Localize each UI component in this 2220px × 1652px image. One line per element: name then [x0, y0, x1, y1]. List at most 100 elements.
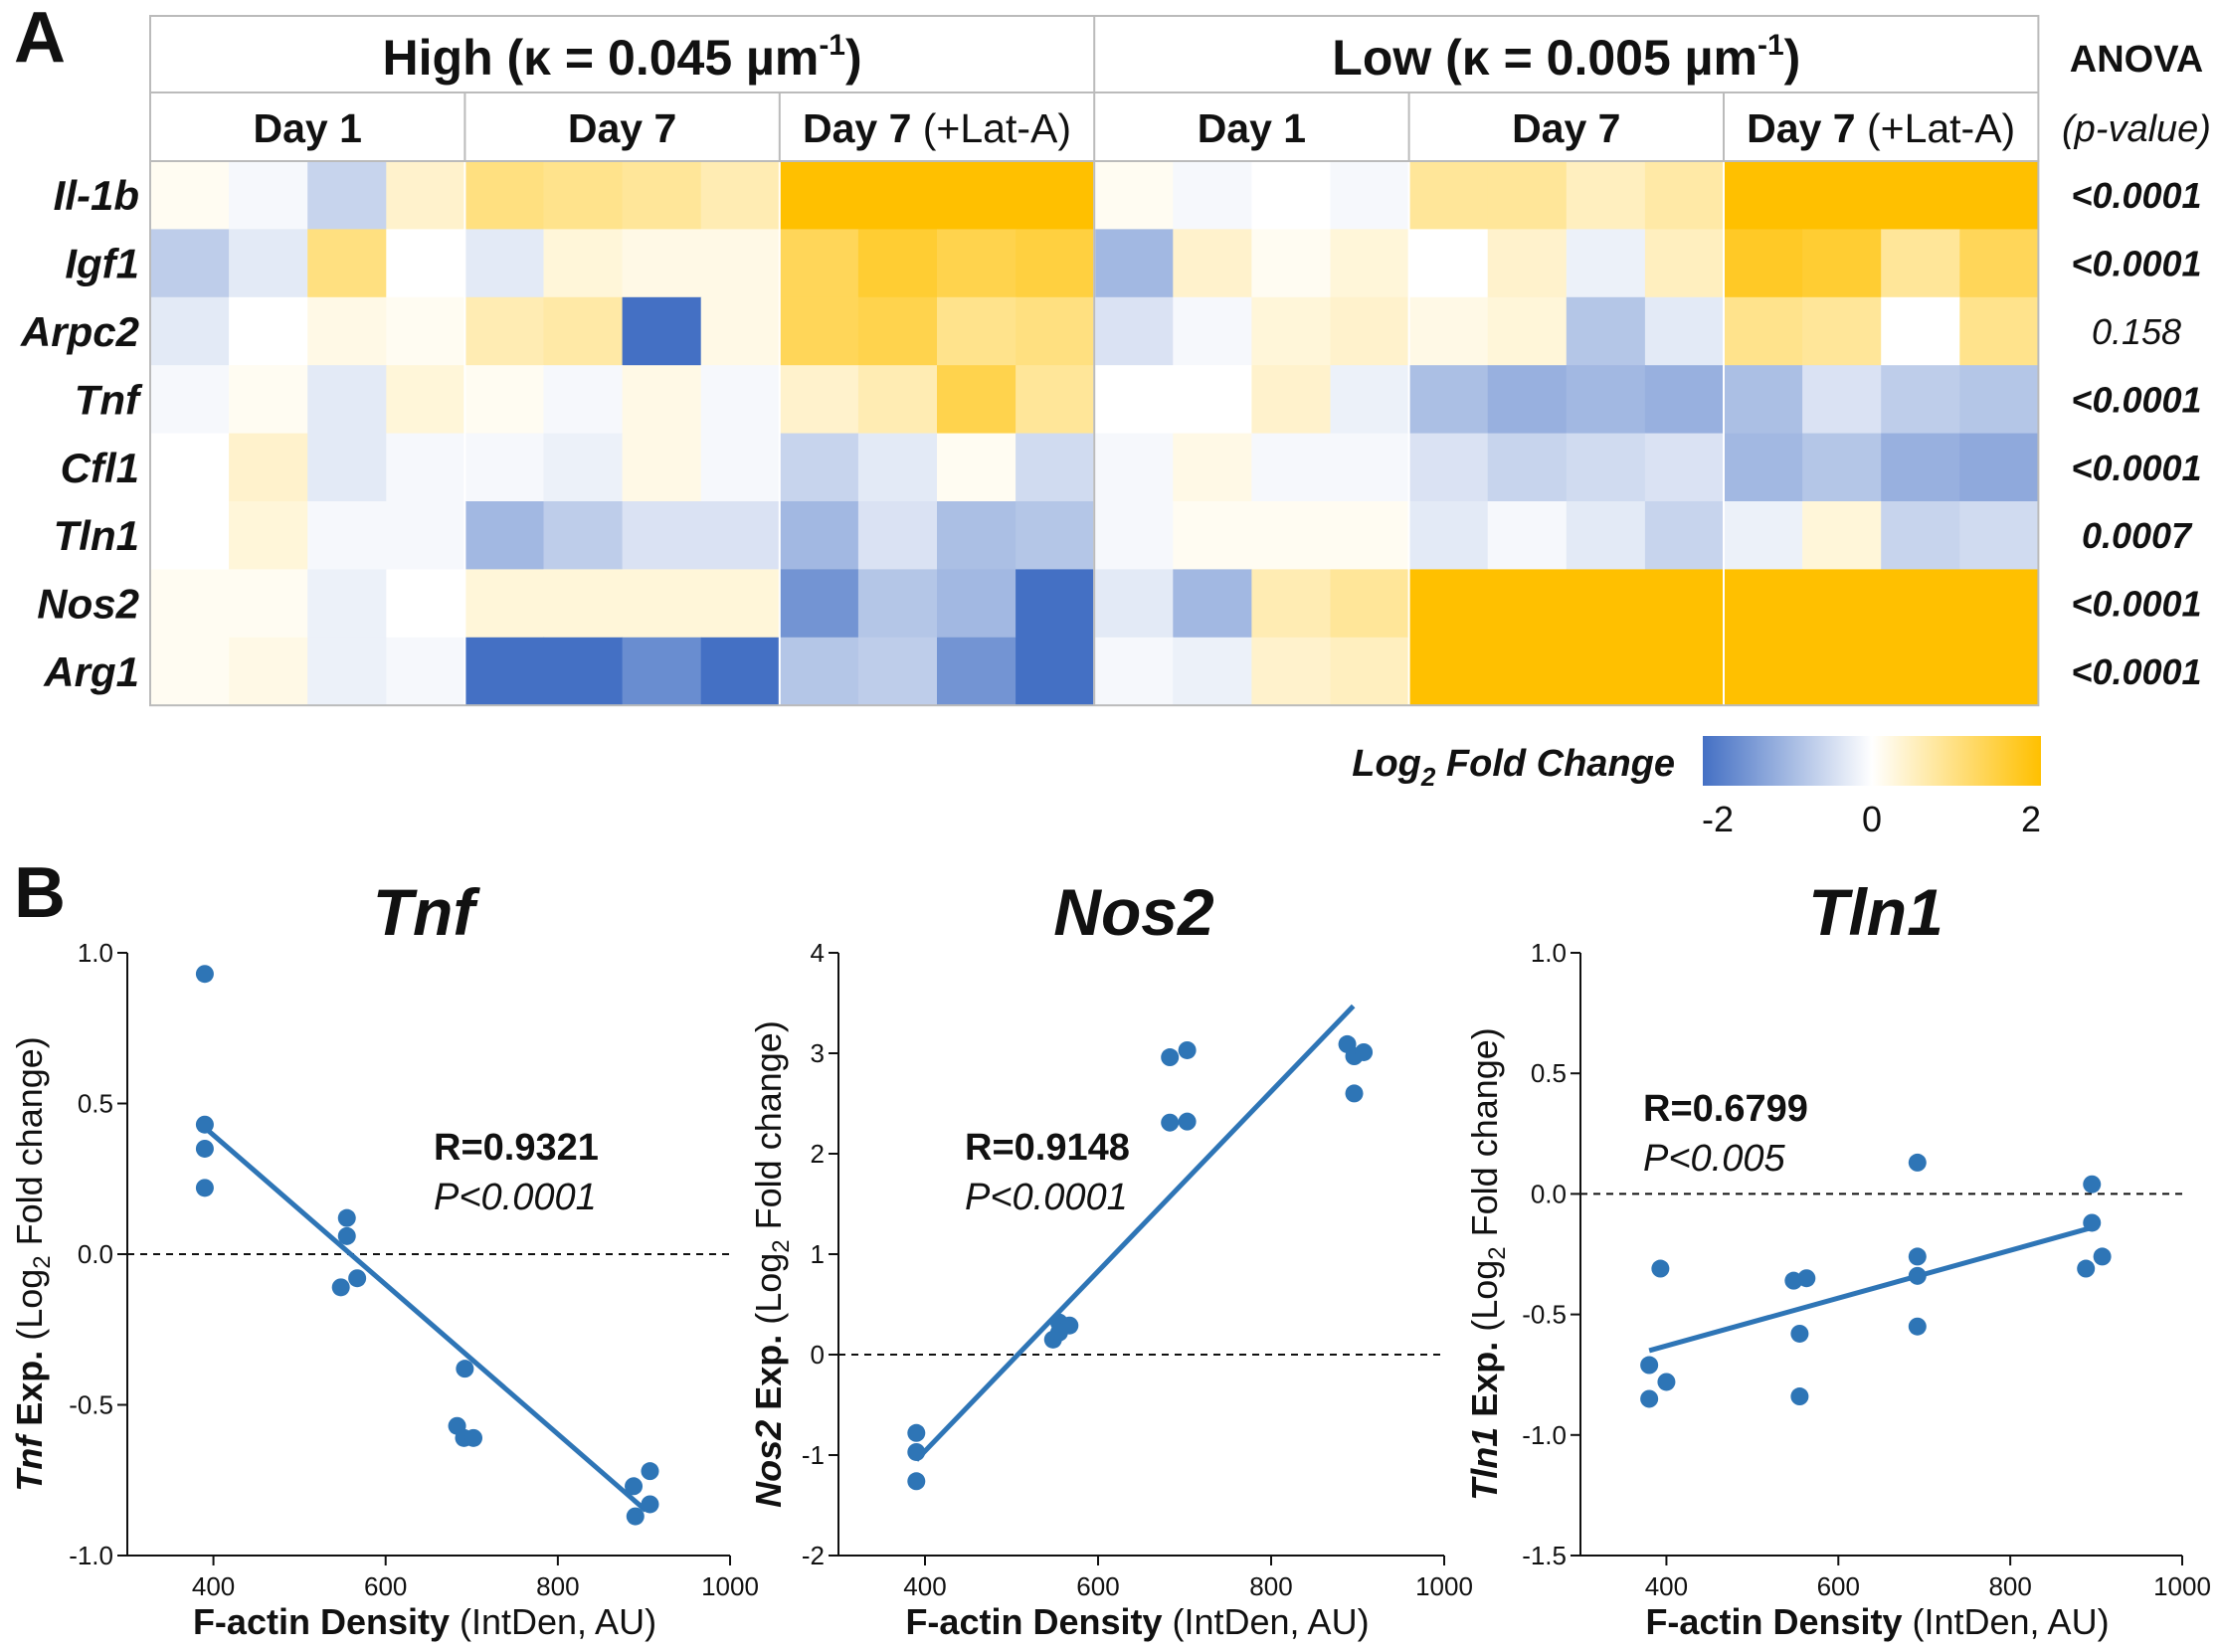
heatmap-cell: [307, 161, 387, 230]
heatmap-cell: [1566, 433, 1646, 502]
heatmap-cell: [543, 569, 624, 639]
heatmap-cell: [1330, 229, 1410, 298]
y-tick-label: 2: [811, 1139, 825, 1169]
data-point: [1908, 1247, 1927, 1266]
heatmap-cell: [622, 637, 702, 706]
heatmap-cell: [1094, 569, 1174, 639]
y-tick-label: -1.0: [69, 1541, 113, 1570]
p-value: 0.158: [2092, 311, 2181, 352]
heatmap-cell: [1566, 365, 1646, 435]
condition-exponent: -1: [819, 29, 845, 62]
data-point: [1657, 1373, 1676, 1391]
heatmap-cell: [1408, 161, 1489, 230]
p-value: <0.0001: [2071, 244, 2201, 284]
heatmap-cell: [857, 161, 938, 230]
heatmap-cell: [700, 433, 781, 502]
condition-close: ): [1784, 30, 1801, 86]
x-tick-label: 600: [364, 1571, 407, 1601]
heatmap-cell: [1173, 501, 1252, 570]
heatmap-cell: [1487, 637, 1568, 706]
y-label-end: Fold change): [748, 1020, 789, 1239]
data-point: [1049, 1323, 1068, 1342]
heatmap-cell: [1644, 433, 1725, 502]
heatmap-cell: [779, 433, 859, 502]
heatmap-cell: [1251, 501, 1332, 570]
group-label: Day 1: [253, 105, 361, 151]
heatmap-cell: [1330, 501, 1410, 570]
heatmap-cell: [1016, 501, 1095, 570]
heatmap-cell: [150, 161, 230, 230]
heatmap-cell: [1802, 637, 1882, 706]
y-tick-label: 1.0: [1531, 938, 1567, 968]
heatmap-cell: [1959, 569, 2039, 639]
heatmap-cell: [1016, 229, 1095, 298]
data-point: [464, 1428, 483, 1447]
heatmap-cell: [622, 229, 702, 298]
heatmap-cell: [464, 161, 545, 230]
x-label-rest: (IntDen, AU): [450, 1601, 656, 1642]
data-point: [1355, 1042, 1374, 1061]
heatmap-cell: [1959, 501, 2039, 570]
stat-r: R=0.9148: [965, 1127, 1130, 1169]
heatmap-cell: [937, 433, 1017, 502]
condition-close: ): [845, 30, 862, 86]
heatmap-cell: [543, 161, 624, 230]
heatmap-cell: [1566, 569, 1646, 639]
heatmap-cell: [1644, 296, 1725, 366]
heatmap-cell: [1724, 161, 1803, 230]
regression-line: [1648, 1224, 2093, 1354]
gene-label: Il-1b: [54, 172, 139, 219]
y-label-log: (Log: [1464, 1260, 1505, 1342]
heatmap-cell: [857, 296, 938, 366]
colorbar-title-rest: Fold Change: [1435, 743, 1675, 785]
y-tick-label: 1.0: [78, 938, 113, 968]
heatmap-cell: [307, 296, 387, 366]
data-point: [1161, 1048, 1180, 1067]
x-tick-label: 800: [536, 1571, 579, 1601]
scatter-plot-tln1: Tln1 -1.5 -1.0 -0.5 0.0 0.5 1.0 400 600 800 1000 R=…: [1464, 875, 2211, 1642]
x-tick-label: 800: [1249, 1571, 1292, 1601]
data-point: [195, 1115, 214, 1134]
heatmap-cell: [1724, 296, 1803, 366]
heatmap-cell: [1251, 637, 1332, 706]
heatmap-cell: [1802, 365, 1882, 435]
x-label-bold: F-actin Density: [905, 1601, 1162, 1642]
group-label: Day 1: [1198, 105, 1306, 151]
heatmap-cell: [1959, 161, 2039, 230]
heatmap-cell: [464, 229, 545, 298]
heatmap-cell: [1487, 229, 1568, 298]
x-axis-label: F-actin Density (IntDen, AU): [193, 1601, 656, 1642]
data-point: [348, 1269, 367, 1288]
heatmap-cell: [1016, 433, 1095, 502]
heatmap-cell: [700, 569, 781, 639]
heatmap-cell: [464, 569, 545, 639]
heatmap-cell: [1016, 296, 1095, 366]
heatmap-cell: [1094, 296, 1174, 366]
data-point: [456, 1360, 474, 1378]
heatmap-cell: [1487, 296, 1568, 366]
panel-label-b: B: [14, 853, 66, 933]
data-point: [1790, 1324, 1809, 1343]
heatmap-cell: [1016, 637, 1095, 706]
heatmap-cell: [307, 637, 387, 706]
heatmap-cell: [779, 569, 859, 639]
heatmap-cell: [937, 501, 1017, 570]
y-axis-label: Tln1 Exp. (Log2 Fold change): [1464, 1027, 1511, 1501]
heatmap-cell: [1566, 296, 1646, 366]
heatmap-cell: [1094, 365, 1174, 435]
data-point: [1178, 1040, 1197, 1059]
data-point: [337, 1208, 356, 1227]
heatmap-cell: [700, 296, 781, 366]
data-point: [641, 1462, 659, 1481]
heatmap-cell: [1724, 365, 1803, 435]
heatmap-cell: [937, 365, 1017, 435]
heatmap-cell: [1959, 229, 2039, 298]
heatmap-cell: [150, 365, 230, 435]
y-label-sub: 2: [29, 1255, 56, 1268]
heatmap-cell: [1802, 433, 1882, 502]
heatmap-cell: [937, 569, 1017, 639]
data-point: [1797, 1269, 1816, 1288]
heatmap-cell: [1330, 569, 1410, 639]
group-label: Day 7 (+Lat-A): [1747, 105, 2015, 151]
